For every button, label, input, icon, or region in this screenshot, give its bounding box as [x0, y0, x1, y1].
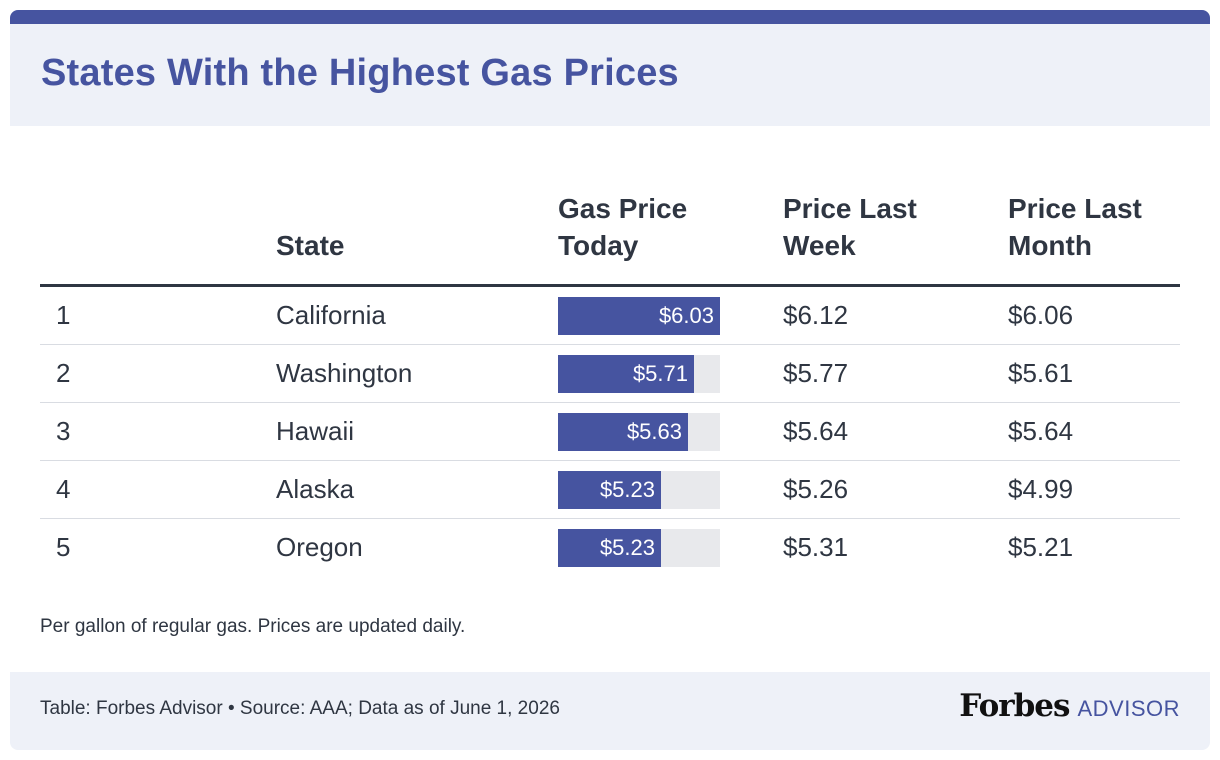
- rank-cell: 5: [56, 532, 71, 562]
- table-row: 1 California $6.03 $6.12 $6.06: [40, 287, 1180, 345]
- table-row: 5 Oregon $5.23 $5.31 $5.21: [40, 519, 1180, 576]
- table-row: 2 Washington $5.71 $5.77 $5.61: [40, 345, 1180, 403]
- last-month-cell: $6.06: [1008, 300, 1074, 330]
- state-cell: California: [276, 300, 386, 330]
- table-header: State Gas Price Today Price Last Week Pr…: [40, 190, 1180, 287]
- price-bar-track: $5.23: [558, 471, 720, 509]
- state-cell: Alaska: [276, 474, 355, 504]
- rank-cell: 4: [56, 474, 71, 504]
- last-week-cell: $5.64: [783, 416, 849, 446]
- price-bar: $6.03: [558, 297, 720, 335]
- price-bar-label: $5.23: [599, 477, 655, 502]
- price-bar-track: $5.71: [558, 355, 720, 393]
- state-cell: Washington: [276, 358, 413, 388]
- forbes-advisor-logo: Forbes ADVISOR: [959, 688, 1180, 724]
- title-banner: States With the Highest Gas Prices: [10, 24, 1210, 126]
- footnote: Per gallon of regular gas. Prices are up…: [40, 616, 466, 637]
- rank-cell: 3: [56, 416, 71, 446]
- price-bar-track: $5.63: [558, 413, 720, 451]
- last-week-cell: $5.31: [783, 532, 849, 562]
- table-row: 3 Hawaii $5.63 $5.64 $5.64: [40, 403, 1180, 461]
- price-bar: $5.71: [558, 355, 694, 393]
- last-month-cell: $5.61: [1008, 358, 1074, 388]
- last-month-cell: $5.21: [1008, 532, 1074, 562]
- gas-price-table: State Gas Price Today Price Last Week Pr…: [40, 190, 1180, 576]
- column-header-price-last-month: Price Last Month: [1008, 193, 1142, 261]
- price-bar-label: $5.71: [632, 361, 688, 386]
- last-week-cell: $6.12: [783, 300, 849, 330]
- page-title: States With the Highest Gas Prices: [41, 52, 679, 94]
- price-bar-track: $5.23: [558, 529, 720, 567]
- last-week-cell: $5.77: [783, 358, 849, 388]
- price-bar-label: $5.23: [599, 535, 655, 560]
- rank-cell: 2: [56, 358, 71, 388]
- column-header-price-last-week: Price Last Week: [783, 193, 917, 261]
- footer-bar: Table: Forbes Advisor • Source: AAA; Dat…: [10, 672, 1210, 750]
- table-row: 4 Alaska $5.23 $5.26 $4.99: [40, 461, 1180, 519]
- state-cell: Oregon: [276, 532, 363, 562]
- price-bar: $5.23: [558, 471, 661, 509]
- last-week-cell: $5.26: [783, 474, 849, 504]
- last-month-cell: $4.99: [1008, 474, 1074, 504]
- price-bar-label: $5.63: [626, 419, 682, 444]
- last-month-cell: $5.64: [1008, 416, 1074, 446]
- state-cell: Hawaii: [276, 416, 355, 446]
- logo-wordmark: Forbes: [959, 688, 1070, 724]
- price-bar-track: $6.03: [558, 297, 720, 335]
- rank-cell: 1: [56, 300, 71, 330]
- table-body: 1 California $6.03 $6.12 $6.06 2 Washington $5.…: [40, 287, 1180, 576]
- price-bar-label: $6.03: [658, 303, 714, 328]
- logo-advisor-text: ADVISOR: [1077, 696, 1180, 721]
- source-credit: Table: Forbes Advisor • Source: AAA; Dat…: [40, 698, 560, 719]
- column-header-gas-price-today: Gas Price Today: [558, 193, 688, 261]
- column-header-state: State: [276, 230, 345, 261]
- price-bar: $5.23: [558, 529, 661, 567]
- price-bar: $5.63: [558, 413, 688, 451]
